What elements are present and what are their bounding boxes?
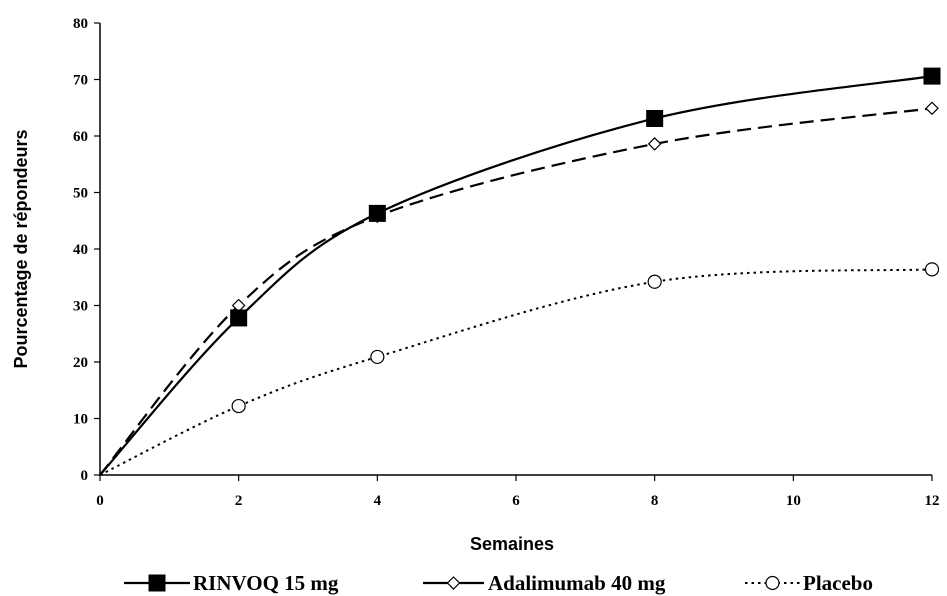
series-line-2 xyxy=(99,268,933,476)
series-0-point-2 xyxy=(368,204,386,222)
series-2-point-3 xyxy=(647,274,662,289)
series-1-point-3 xyxy=(647,137,662,151)
x-tick-label-5: 10 xyxy=(786,493,801,509)
y-tick-label-5: 50 xyxy=(73,186,88,202)
legend-marker-1 xyxy=(446,576,461,590)
series-markers xyxy=(230,67,941,414)
y-tick-label-0: 0 xyxy=(81,468,89,484)
legend-marker-0 xyxy=(148,574,166,592)
y-tick-label-7: 70 xyxy=(73,73,88,89)
legend-label-0: RINVOQ 15 mg xyxy=(193,571,339,595)
series-0-point-1 xyxy=(230,309,248,327)
x-tick-label-4: 8 xyxy=(651,493,659,509)
x-axis-title: Semaines xyxy=(470,534,554,554)
legend: RINVOQ 15 mg Adalimumab 40 mg Placebo xyxy=(124,571,873,595)
y-tick-label-1: 10 xyxy=(73,412,88,428)
legend-marker-2 xyxy=(765,575,780,591)
series-1-point-4 xyxy=(925,101,939,116)
series-line-0 xyxy=(99,75,933,476)
x-tick-label-2: 4 xyxy=(374,493,382,509)
legend-label-2: Placebo xyxy=(803,571,873,595)
y-tick-label-6: 60 xyxy=(73,129,88,145)
y-axis-title: Pourcentage de répondeurs xyxy=(11,129,31,368)
y-tick-label-3: 30 xyxy=(73,299,88,315)
x-tick-label-0: 0 xyxy=(96,493,104,509)
series-2-point-1 xyxy=(231,398,246,414)
series-0-point-3 xyxy=(646,109,664,127)
series-2-point-4 xyxy=(924,262,940,277)
y-tick-label-2: 20 xyxy=(73,355,88,371)
x-tick-label-6: 12 xyxy=(925,493,940,509)
series-2-point-2 xyxy=(370,349,385,365)
y-tick-label-4: 40 xyxy=(73,242,88,258)
x-tick-label-3: 6 xyxy=(512,493,520,509)
y-tick-label-8: 80 xyxy=(73,16,88,32)
series-line-1 xyxy=(99,107,933,476)
x-tick-label-1: 2 xyxy=(235,493,243,509)
series-lines xyxy=(99,75,933,476)
series-0-point-4 xyxy=(923,67,941,85)
legend-label-1: Adalimumab 40 mg xyxy=(488,571,666,595)
axes: 0 10 20 30 40 50 60 70 80 0 2 4 6 8 10 12 xyxy=(73,16,940,509)
